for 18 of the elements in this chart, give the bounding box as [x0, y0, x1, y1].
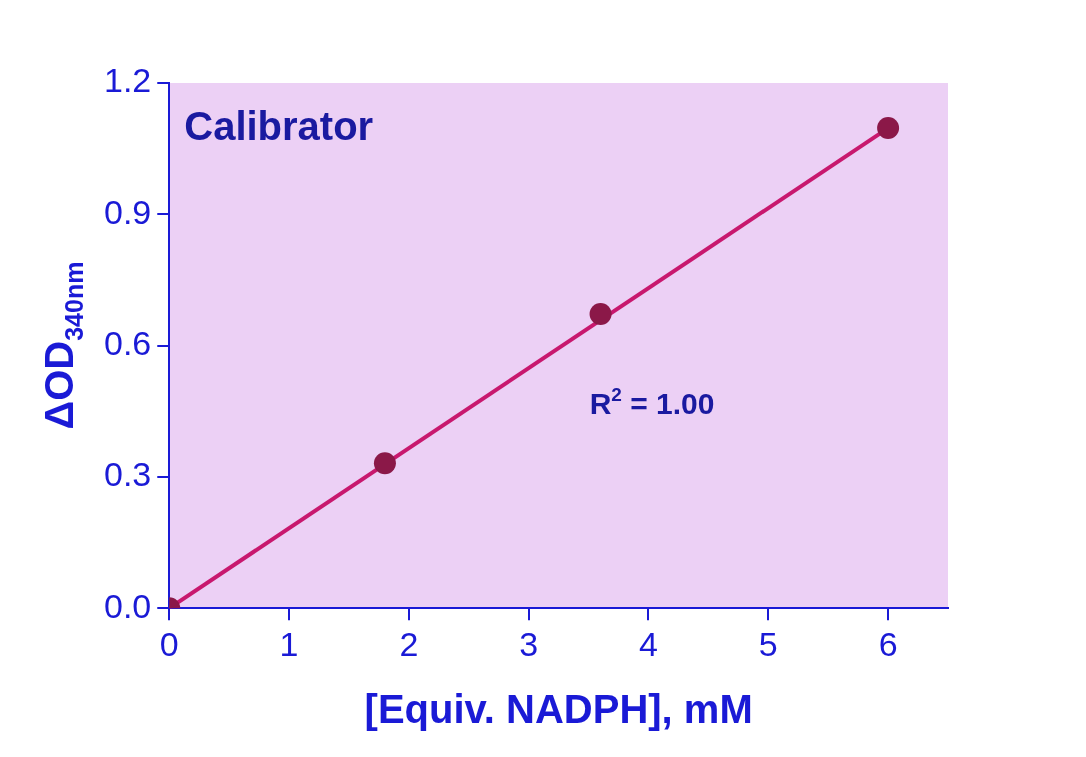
- y-tick-label: 1.2: [104, 61, 152, 100]
- x-tick-label: 3: [519, 624, 539, 663]
- point: [373, 452, 396, 475]
- point: [877, 117, 900, 140]
- text: Calibrator: [184, 104, 374, 148]
- x-tick-label: 1: [279, 624, 299, 663]
- x-tick-label: 6: [878, 624, 898, 663]
- y-tick-label: 0.0: [104, 586, 152, 625]
- y-tick-label: 0.6: [104, 323, 152, 362]
- x-tick-label: 0: [159, 624, 179, 663]
- x-tick-label: 4: [639, 624, 658, 663]
- x-tick-label: 2: [399, 624, 419, 663]
- y-tick-label: 0.3: [104, 455, 152, 494]
- x-axis-title: [Equiv. NADPH], mM: [364, 687, 753, 731]
- y-axis-title: ΔOD340nm: [37, 261, 88, 430]
- x-tick-label: 5: [758, 624, 778, 663]
- point: [589, 303, 612, 326]
- y-tick-label: 0.9: [104, 192, 152, 231]
